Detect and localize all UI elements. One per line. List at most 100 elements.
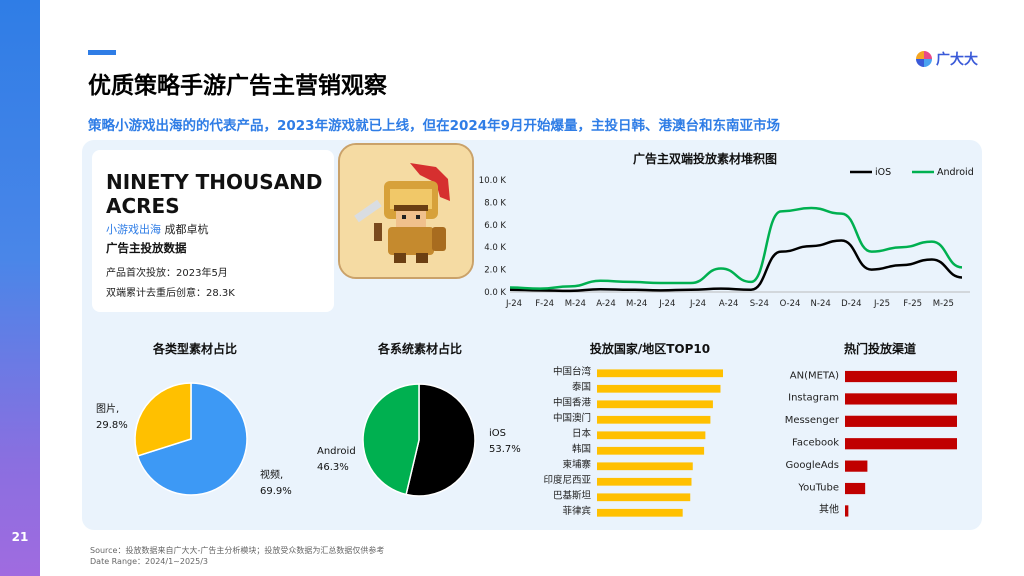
bar [845, 370, 957, 383]
date-range-text: Date Range：2024/1~2025/3 [90, 557, 209, 566]
app-name: NINETY THOUSAND ACRES [106, 170, 323, 218]
country-chart-title: 投放国家/地区TOP10 [589, 342, 711, 356]
bar [845, 460, 868, 472]
bar [845, 438, 957, 450]
bar [597, 462, 693, 471]
x-tick-label: J-24 [658, 299, 675, 309]
bar-category-label: GoogleAds [786, 460, 840, 471]
page-subtitle: 策略小游戏出海的的代表产品，2023年游戏就已上线，但在2024年9月开始爆量，… [88, 118, 781, 134]
bar-category-label: Messenger [785, 415, 840, 426]
creatives-count-text: 双端累计去重后创意：28.3K [106, 288, 235, 299]
page-number: 21 [11, 530, 29, 544]
x-tick-label: F-24 [535, 299, 554, 309]
bar-category-label: 泰国 [572, 381, 591, 393]
bar-category-label: 其他 [819, 503, 839, 516]
pie-system-title: 各系统素材占比 [377, 342, 462, 356]
x-tick-label: S-24 [750, 299, 769, 309]
bar [597, 400, 713, 409]
x-tick-label: O-24 [780, 299, 801, 309]
pie-slice-label: 图片, [96, 402, 119, 415]
pie-slice-value: 69.9% [260, 486, 292, 497]
bar [597, 508, 683, 517]
bar [845, 393, 957, 405]
bar [597, 369, 723, 378]
first-launch-text: 产品首次投放：2023年5月 [106, 268, 228, 279]
source-note: Source：投放数据来自广大大-广告主分析模块；投放受众数据为汇总数据仅供参考… [90, 545, 384, 567]
series-line-android [509, 206, 963, 290]
x-tick-label: M-24 [626, 299, 647, 309]
pie-system-chart: iOS 53.7% Android 46.3% [317, 383, 521, 497]
bar-category-label: 印度尼西亚 [543, 474, 591, 486]
bar [597, 493, 691, 502]
x-tick-label: J-24 [505, 299, 522, 309]
logo-icon [916, 51, 932, 67]
pie-slice-value: 29.8% [96, 420, 128, 431]
pie-slice-label: 视频, [260, 468, 283, 481]
y-tick-label: 6.0 K [484, 221, 506, 231]
legend-label-android: Android [937, 167, 974, 178]
bar-category-label: 中国香港 [553, 397, 592, 409]
app-company: 成都卓杭 [164, 223, 209, 236]
bar-category-label: 中国台湾 [553, 366, 592, 378]
bar-category-label: AN(META) [790, 370, 839, 381]
y-tick-label: 2.0 K [484, 266, 506, 276]
line-chart-title: 广告主双端投放素材堆积图 [632, 152, 777, 166]
app-tag-line: 小游戏出海 成都卓杭 [106, 221, 209, 237]
bar [597, 431, 706, 440]
y-tick-label: 0.0 K [484, 288, 506, 298]
pie-slice-label: iOS [489, 428, 506, 439]
bar [597, 384, 721, 393]
source-text: Source：投放数据来自广大大-广告主分析模块；投放受众数据为汇总数据仅供参考 [90, 546, 385, 555]
channel-bar-chart: AN(META) Instagram Messenger Facebook Google… [785, 370, 957, 517]
legend-label-ios: iOS [875, 167, 891, 178]
ad-data-heading: 广告主投放数据 [106, 241, 187, 255]
title-accent-bar [88, 50, 116, 55]
pie-slice-label: Android [317, 446, 356, 457]
x-tick-label: A-24 [596, 299, 616, 309]
game-icon [338, 143, 474, 279]
pie-slice [405, 383, 476, 497]
y-tick-label: 10.0 K [479, 176, 507, 186]
bar-category-label: Facebook [792, 438, 839, 449]
bar [597, 446, 705, 455]
pie-slice [362, 383, 420, 496]
app-tag: 小游戏出海 [106, 223, 161, 236]
pie-type-title: 各类型素材占比 [152, 342, 237, 356]
bar-category-label: 柬埔寨 [562, 459, 591, 471]
logo-text: 广大大 [936, 52, 978, 68]
pie-slice [134, 382, 192, 457]
bar [845, 505, 849, 517]
app-info-card [92, 150, 334, 312]
pie-slice-value: 53.7% [489, 444, 521, 455]
bar-category-label: 日本 [572, 428, 592, 440]
pie-slice [136, 382, 248, 496]
x-tick-label: D-24 [841, 299, 861, 309]
bar-category-label: 中国澳门 [553, 412, 591, 424]
x-tick-label: F-25 [903, 299, 922, 309]
line-chart: 0.0 K 2.0 K 4.0 K 6.0 K 8.0 K 10.0 K J-24 F-24 M… [479, 167, 974, 309]
y-tick-label: 4.0 K [484, 243, 506, 253]
x-tick-label: M-24 [565, 299, 586, 309]
pie-slice-value: 46.3% [317, 462, 349, 473]
series-line-ios [509, 239, 963, 293]
bar [845, 415, 957, 427]
page-title: 优质策略手游广告主营销观察 [88, 73, 387, 99]
x-tick-label: N-24 [811, 299, 831, 309]
channel-chart-title: 热门投放渠道 [843, 342, 916, 356]
x-tick-label: J-24 [689, 299, 706, 309]
bar-category-label: Instagram [788, 393, 839, 404]
pie-type-chart: 视频, 69.9% 图片, 29.8% [96, 382, 292, 497]
bar-category-label: 巴基斯坦 [553, 490, 592, 502]
logo: 广大大 [916, 49, 978, 69]
bar [597, 415, 711, 424]
sidebar-stripe [0, 0, 40, 576]
bar [597, 477, 692, 486]
x-tick-label: J-25 [873, 299, 890, 309]
bar-category-label: YouTube [797, 482, 839, 493]
y-tick-label: 8.0 K [484, 198, 506, 208]
x-tick-label: A-24 [719, 299, 739, 309]
x-tick-label: M-25 [933, 299, 954, 309]
bar-category-label: 菲律宾 [562, 505, 591, 517]
bar-category-label: 韩国 [572, 443, 591, 455]
